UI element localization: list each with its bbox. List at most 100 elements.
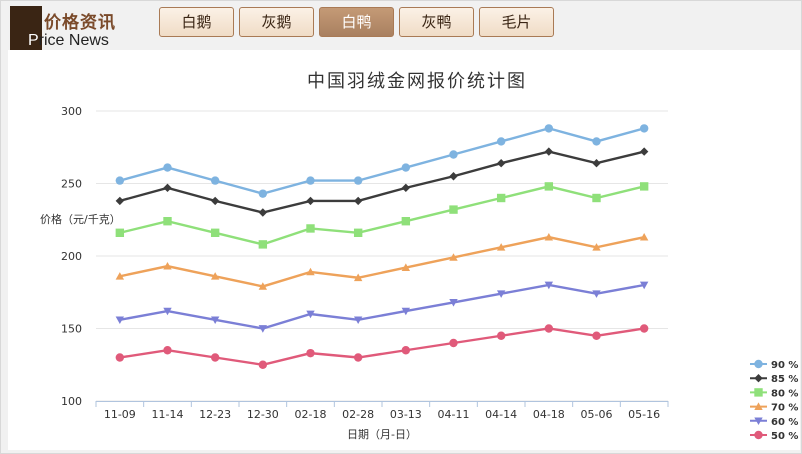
data-point: [115, 272, 125, 280]
data-point: [163, 217, 172, 226]
data-point: [258, 189, 268, 198]
data-point: [353, 196, 363, 206]
chart-series: [115, 124, 649, 369]
tab-grey-goose[interactable]: 灰鹅: [239, 7, 314, 37]
data-point: [544, 324, 554, 333]
data-point: [496, 290, 506, 298]
x-tick-label: 12-30: [247, 408, 279, 421]
data-point: [754, 402, 763, 410]
data-point: [353, 273, 363, 282]
data-point: [163, 346, 172, 355]
data-point: [639, 281, 649, 290]
data-point: [544, 182, 554, 191]
data-point: [639, 124, 649, 133]
data-point: [306, 224, 315, 233]
data-point: [401, 307, 411, 316]
data-point: [449, 150, 458, 159]
data-point: [401, 217, 411, 226]
data-point: [306, 348, 315, 358]
data-point: [210, 316, 220, 324]
data-point: [544, 124, 554, 133]
series-line: [119, 283, 645, 330]
data-point: [306, 267, 315, 276]
series-line: [119, 327, 645, 366]
legend-item: 50 %: [750, 430, 798, 442]
data-point: [353, 316, 363, 324]
legend-label: 90 %: [771, 360, 798, 371]
series-line: [119, 150, 645, 214]
data-point: [163, 183, 172, 193]
y-axis-label: 价格（元/千克）: [40, 212, 121, 226]
tab-feather[interactable]: 毛片: [479, 7, 554, 37]
legend-item: 80 %: [750, 388, 798, 399]
data-point: [401, 163, 411, 172]
data-point: [496, 243, 506, 251]
tab-white-goose[interactable]: 白鹅: [159, 7, 234, 37]
data-point: [115, 228, 125, 237]
data-point: [449, 299, 458, 307]
legend-label: 50 %: [771, 431, 798, 442]
data-point: [306, 176, 315, 185]
data-point: [306, 310, 315, 319]
data-point: [210, 228, 220, 237]
x-tick-label: 12-23: [199, 408, 231, 421]
x-axis: 11-09 11-14 12-23 12-30 02-18 02-28 03-13 04-11…: [95, 401, 669, 421]
data-point: [115, 176, 125, 185]
data-point: [115, 353, 125, 362]
data-point: [754, 374, 763, 383]
data-point: [592, 159, 601, 168]
data-point: [210, 353, 220, 362]
chart-grid: [96, 110, 668, 402]
data-point: [592, 290, 601, 298]
legend-label: 85 %: [771, 374, 798, 385]
tab-white-duck[interactable]: 白鸭: [319, 7, 394, 37]
chart-title: 中国羽绒金网报价统计图: [307, 71, 527, 92]
data-point: [754, 417, 763, 425]
y-tick-label: 100: [61, 395, 82, 408]
data-point: [544, 232, 554, 241]
data-point: [163, 163, 172, 172]
y-axis: 100 150 200 250 300: [61, 105, 82, 408]
series-70-percent: [115, 232, 649, 290]
legend-item: 70 %: [750, 402, 798, 414]
x-tick-label: 05-06: [581, 408, 613, 421]
data-point: [353, 228, 363, 237]
series-50-percent: [115, 324, 649, 369]
y-tick-label: 250: [61, 178, 82, 191]
data-point: [163, 307, 172, 316]
tab-grey-duck[interactable]: 灰鸭: [399, 7, 474, 37]
x-tick-label: 02-28: [342, 408, 374, 421]
data-point: [592, 243, 601, 251]
data-point: [353, 176, 363, 185]
data-point: [163, 261, 172, 270]
legend-label: 60 %: [771, 417, 798, 428]
data-point: [544, 147, 554, 156]
series-85-percent: [115, 147, 649, 217]
logo-title-en: Price News: [28, 32, 109, 50]
chart-panel: [8, 50, 800, 450]
y-tick-label: 200: [61, 250, 82, 263]
data-point: [496, 159, 506, 168]
data-point: [115, 196, 125, 206]
legend-item: 90 %: [750, 359, 798, 371]
x-tick-label: 04-18: [533, 408, 565, 421]
data-point: [258, 282, 268, 290]
data-point: [210, 176, 220, 185]
data-point: [401, 263, 411, 271]
data-point: [639, 324, 649, 333]
data-point: [592, 331, 601, 340]
x-axis-label: 日期（月-日）: [347, 428, 417, 441]
x-tick-label: 11-14: [152, 408, 184, 421]
chart-legend: 90 % 85 % 80 % 70 % 60 % 50 %: [750, 359, 798, 442]
legend-label: 70 %: [771, 403, 798, 414]
data-point: [496, 331, 506, 340]
data-point: [210, 196, 220, 206]
legend-item: 85 %: [750, 374, 798, 385]
data-point: [306, 196, 315, 206]
data-point: [115, 316, 125, 324]
data-point: [449, 338, 458, 348]
legend-label: 80 %: [771, 388, 798, 399]
series-60-percent: [115, 281, 649, 333]
series-90-percent: [115, 124, 649, 198]
data-point: [496, 193, 506, 203]
